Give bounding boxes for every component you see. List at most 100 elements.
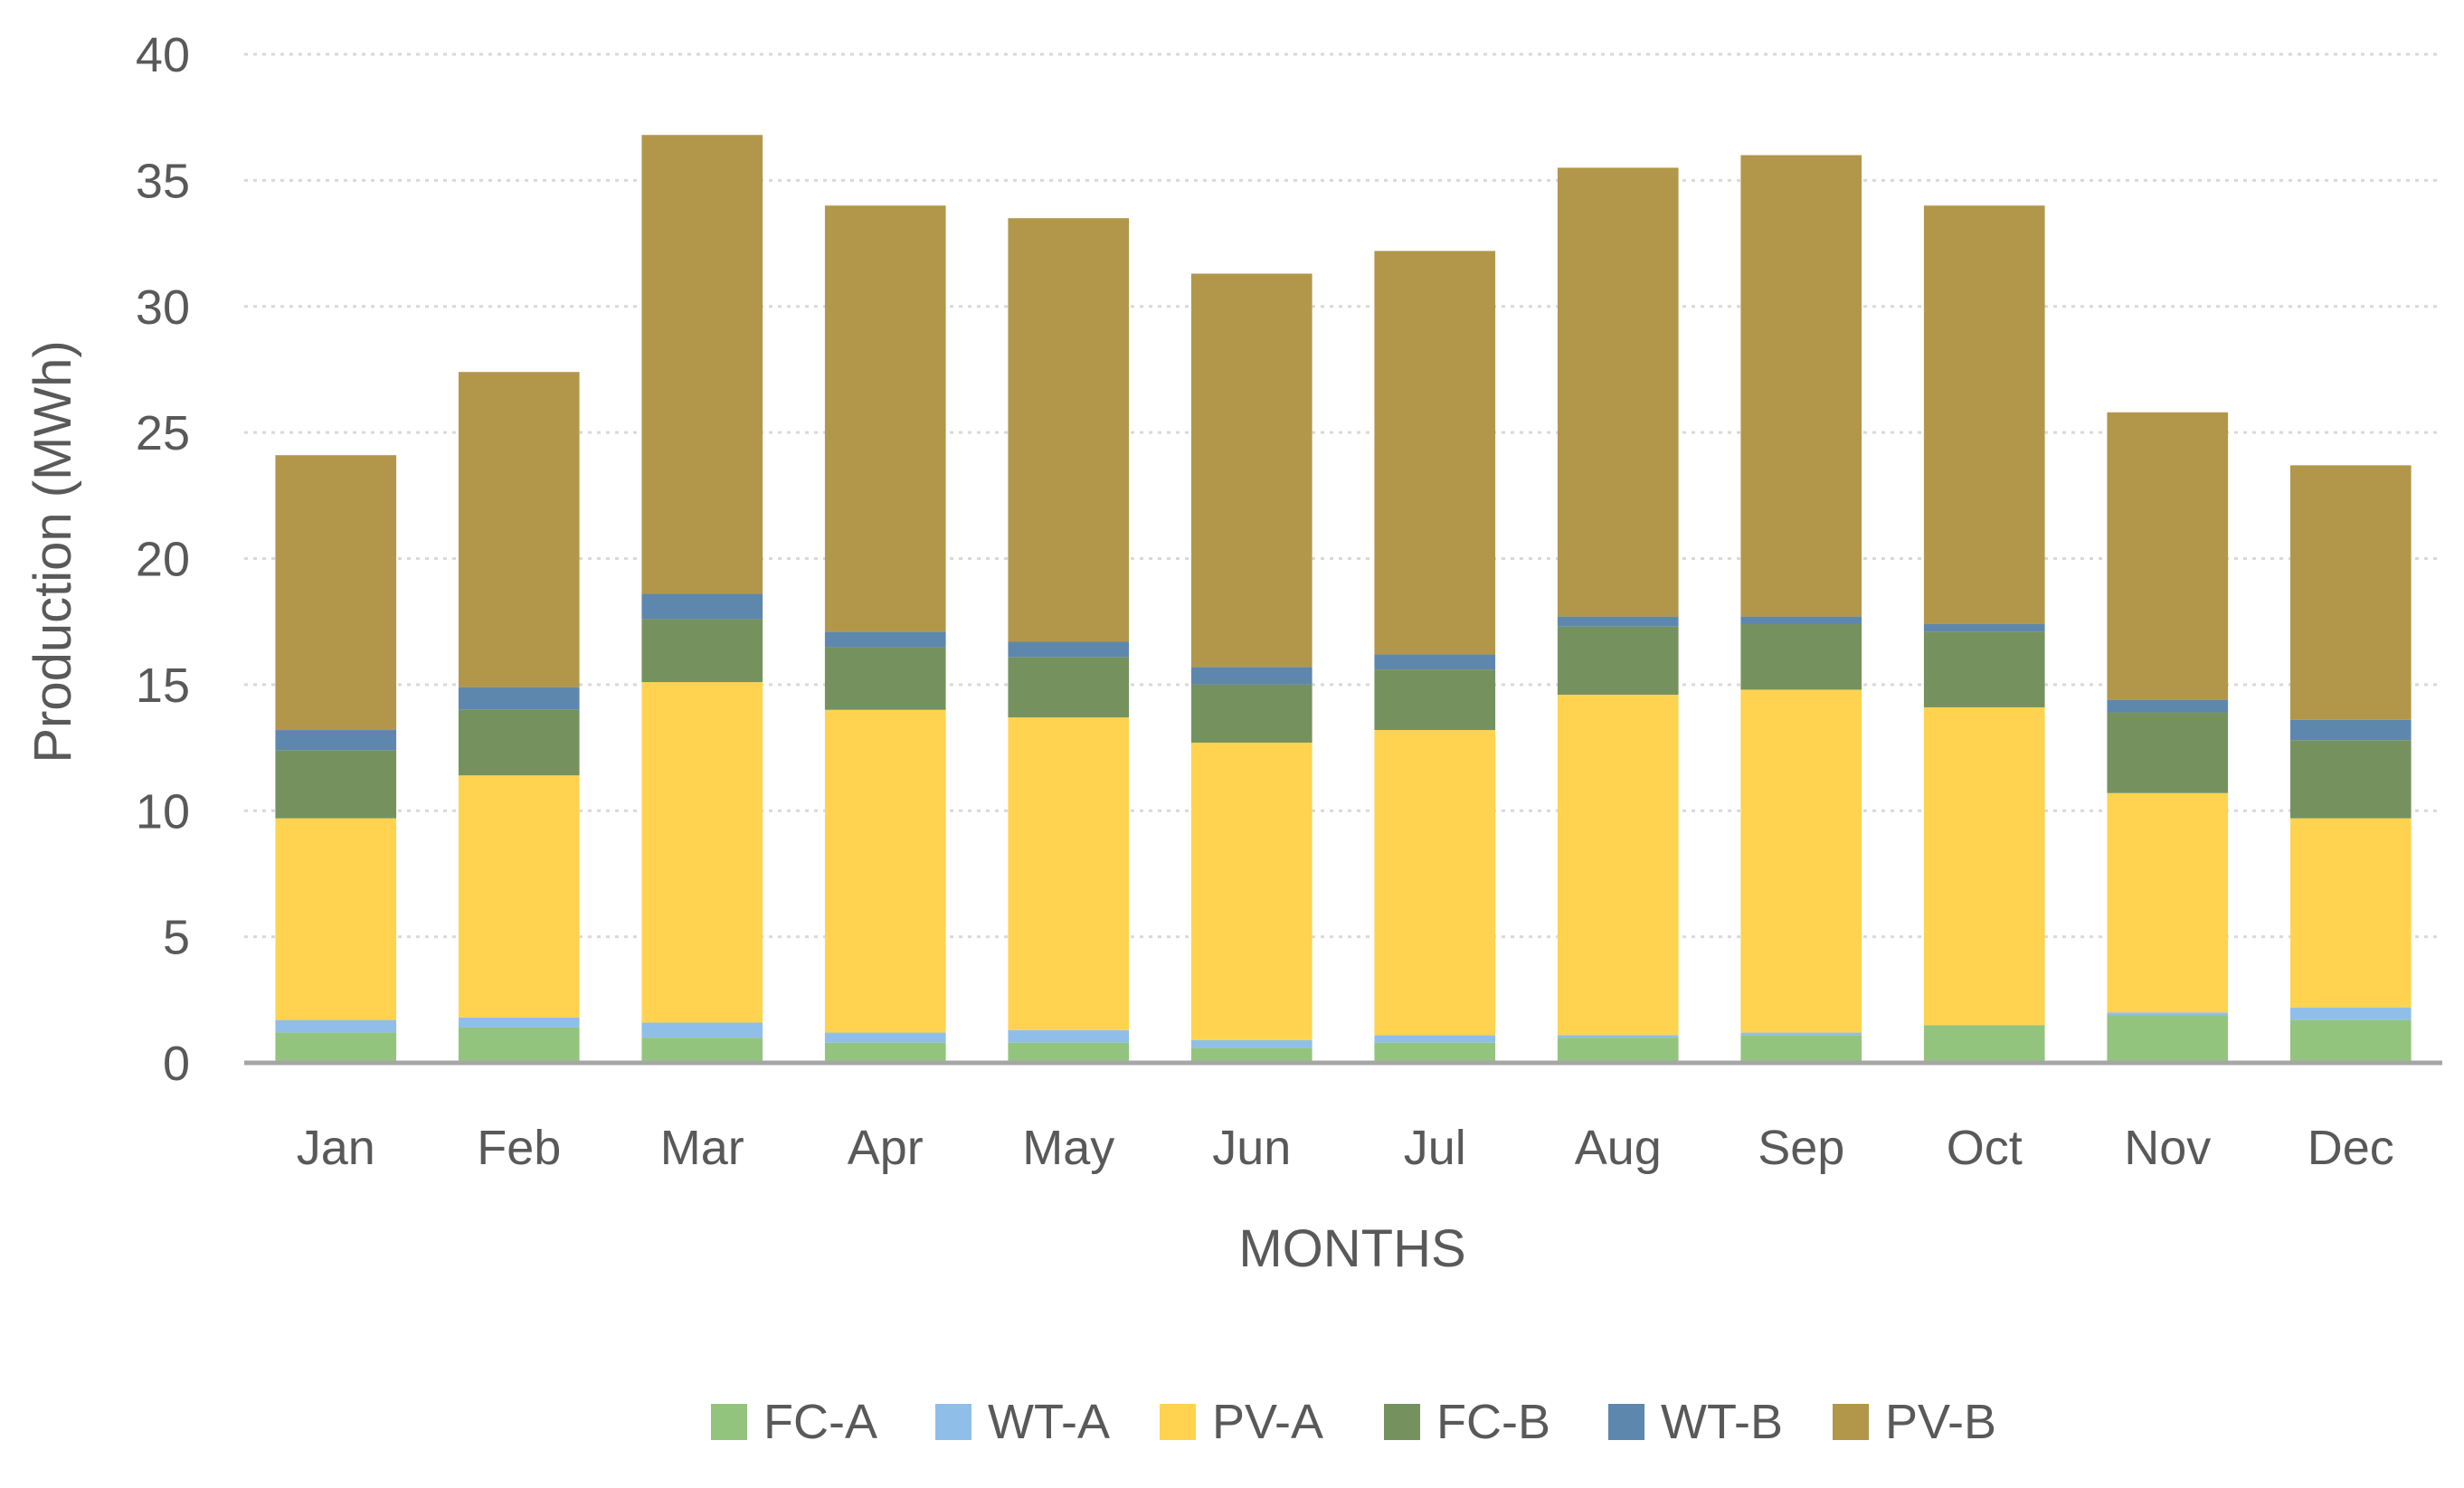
bar-segment-pv-b-may <box>1008 218 1130 642</box>
x-tick-label: Apr <box>848 1121 924 1175</box>
bar-segment-pv-b-sep <box>1740 155 1862 617</box>
y-tick-label: 40 <box>136 28 190 82</box>
legend-swatch-pv-b <box>1833 1404 1869 1440</box>
bar-segment-pv-a-oct <box>1923 706 2045 1026</box>
legend-swatch-wt-a <box>935 1404 971 1440</box>
bar-segment-wt-b-nov <box>2107 699 2229 713</box>
bar-segment-wt-b-sep <box>1740 616 1862 624</box>
bar-segment-wt-a-nov <box>2107 1012 2229 1016</box>
y-tick-label: 30 <box>136 280 190 335</box>
bar-segment-fc-b-sep <box>1740 623 1862 690</box>
bar-segment-wt-a-sep <box>1740 1032 1862 1036</box>
legend-swatch-fc-a <box>711 1404 747 1440</box>
bar-segment-wt-b-jul <box>1374 654 1496 670</box>
bar-segment-fc-a-jun <box>1190 1047 1313 1063</box>
bar-segment-wt-b-aug <box>1557 616 1679 627</box>
bar-segment-pv-b-apr <box>824 205 946 632</box>
legend-label-wt-b: WT-B <box>1661 1395 1783 1449</box>
bar-segment-wt-b-dec <box>2289 719 2412 741</box>
y-tick-label: 5 <box>163 911 190 965</box>
bar-segment-pv-b-dec <box>2289 465 2412 720</box>
bar-segment-wt-a-may <box>1008 1029 1130 1043</box>
bar-segment-fc-b-apr <box>824 647 946 710</box>
bar-segment-fc-a-dec <box>2289 1019 2412 1063</box>
bar-segment-wt-a-jan <box>275 1019 397 1033</box>
y-tick-label: 25 <box>136 406 190 460</box>
legend-label-pv-a: PV-A <box>1212 1395 1323 1449</box>
axes: Production (MWh) MONTHS 0 5 10 15 20 25 30 35 40… <box>24 28 2442 1278</box>
x-axis-title: MONTHS <box>1238 1219 1465 1278</box>
y-tick-label: 35 <box>136 154 190 208</box>
x-tick-label: Feb <box>477 1121 561 1175</box>
bar-segment-wt-b-jun <box>1190 667 1313 685</box>
bar-segment-wt-a-dec <box>2289 1007 2412 1020</box>
bar-segment-pv-a-aug <box>1557 695 1679 1036</box>
x-tick-label: Jan <box>297 1121 375 1175</box>
bar-segment-wt-a-apr <box>824 1032 946 1043</box>
bar-segment-pv-a-apr <box>824 709 946 1033</box>
x-tick-label: Dec <box>2308 1121 2394 1175</box>
legend-swatch-fc-b <box>1384 1404 1420 1440</box>
bar-segment-fc-a-feb <box>458 1027 580 1063</box>
bar-segment-fc-b-jan <box>275 750 397 819</box>
bar-segment-pv-b-jul <box>1374 251 1496 655</box>
bar-segment-fc-a-jul <box>1374 1042 1496 1063</box>
bars <box>275 135 2412 1063</box>
bar-segment-pv-b-jan <box>275 455 397 731</box>
y-tick-label: 10 <box>136 784 190 839</box>
bar-segment-fc-b-dec <box>2289 740 2412 819</box>
bar-segment-fc-b-aug <box>1557 626 1679 696</box>
bar-segment-fc-a-jan <box>275 1032 397 1063</box>
x-tick-label: Nov <box>2124 1121 2211 1175</box>
bar-segment-wt-b-mar <box>641 593 763 620</box>
bar-segment-fc-b-jul <box>1374 669 1496 731</box>
bar-segment-wt-a-feb <box>458 1017 580 1028</box>
legend: FC-A WT-A PV-A FC-B WT-B PV-B <box>711 1395 1996 1449</box>
bar-segment-pv-b-aug <box>1557 167 1679 617</box>
bar-segment-pv-a-sep <box>1740 689 1862 1033</box>
bar-segment-wt-b-feb <box>458 687 580 710</box>
legend-label-fc-b: FC-B <box>1436 1395 1550 1449</box>
bar-segment-fc-b-may <box>1008 657 1130 718</box>
bar-segment-fc-a-may <box>1008 1042 1130 1063</box>
bar-segment-fc-b-feb <box>458 709 580 776</box>
bar-segment-pv-a-nov <box>2107 792 2229 1013</box>
legend-swatch-pv-a <box>1160 1404 1196 1440</box>
x-tick-label: May <box>1022 1121 1114 1175</box>
bar-segment-pv-a-dec <box>2289 818 2412 1008</box>
bar-segment-pv-a-feb <box>458 775 580 1018</box>
bar-segment-pv-b-jun <box>1190 273 1313 668</box>
bar-segment-wt-b-jan <box>275 730 397 751</box>
bar-segment-wt-a-jul <box>1374 1035 1496 1043</box>
legend-swatch-wt-b <box>1608 1404 1644 1440</box>
bar-segment-pv-a-jan <box>275 818 397 1020</box>
bar-segment-fc-b-jun <box>1190 684 1313 743</box>
bar-segment-wt-b-apr <box>824 631 946 648</box>
x-tick-label: Oct <box>1947 1121 2023 1175</box>
bar-segment-fc-b-oct <box>1923 631 2045 707</box>
bar-segment-fc-a-oct <box>1923 1025 2045 1063</box>
y-tick-label: 20 <box>136 533 190 587</box>
x-tick-label: Aug <box>1575 1121 1662 1175</box>
x-tick-label: Jun <box>1212 1121 1291 1175</box>
bar-segment-pv-b-nov <box>2107 412 2229 700</box>
legend-label-pv-b: PV-B <box>1885 1395 1996 1449</box>
bar-segment-pv-b-oct <box>1923 205 2045 624</box>
bar-segment-wt-a-jun <box>1190 1039 1313 1048</box>
x-tick-label: Mar <box>660 1121 744 1175</box>
x-tick-label: Sep <box>1758 1121 1844 1175</box>
y-tick-label: 15 <box>136 659 190 713</box>
bar-segment-wt-a-mar <box>641 1022 763 1038</box>
bar-segment-fc-a-mar <box>641 1038 763 1063</box>
y-axis-title: Production (MWh) <box>24 340 82 763</box>
bar-segment-fc-a-nov <box>2107 1015 2229 1063</box>
bar-segment-wt-b-may <box>1008 641 1130 658</box>
bar-segment-pv-b-feb <box>458 372 580 687</box>
bar-segment-pv-b-mar <box>641 135 763 594</box>
bar-segment-pv-a-jun <box>1190 742 1313 1040</box>
bar-segment-fc-b-nov <box>2107 712 2229 793</box>
legend-label-wt-a: WT-A <box>988 1395 1110 1449</box>
bar-segment-fc-a-aug <box>1557 1038 1679 1063</box>
bar-segment-fc-a-sep <box>1740 1035 1862 1063</box>
